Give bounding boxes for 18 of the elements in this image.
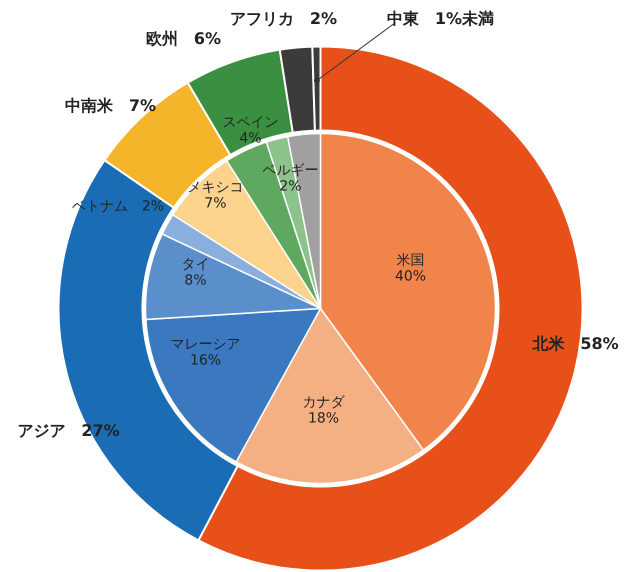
- slice-label: 米国: [396, 252, 424, 268]
- data-label: 7%: [204, 196, 227, 212]
- slice-label: メキシコ: [188, 180, 244, 196]
- data-label: 8%: [184, 272, 207, 288]
- category-label: 北米 58%: [532, 334, 619, 353]
- category-label: 欧州 6%: [146, 29, 222, 48]
- data-label: 18%: [308, 410, 340, 426]
- category-label: アフリカ 2%: [230, 9, 338, 28]
- data-label: 40%: [394, 268, 426, 284]
- slice-label: タイ: [182, 256, 210, 272]
- category-label: 中南米 7%: [64, 96, 156, 115]
- slice-label: スペイン: [222, 114, 278, 130]
- category-label: 中東 1%未満: [386, 9, 494, 28]
- data-label: 16%: [190, 352, 222, 368]
- data-label: 2%: [142, 198, 164, 214]
- data-label: 4%: [239, 130, 262, 146]
- slice-label: マレーシア: [170, 336, 240, 352]
- slice-label: カナダ: [302, 394, 346, 410]
